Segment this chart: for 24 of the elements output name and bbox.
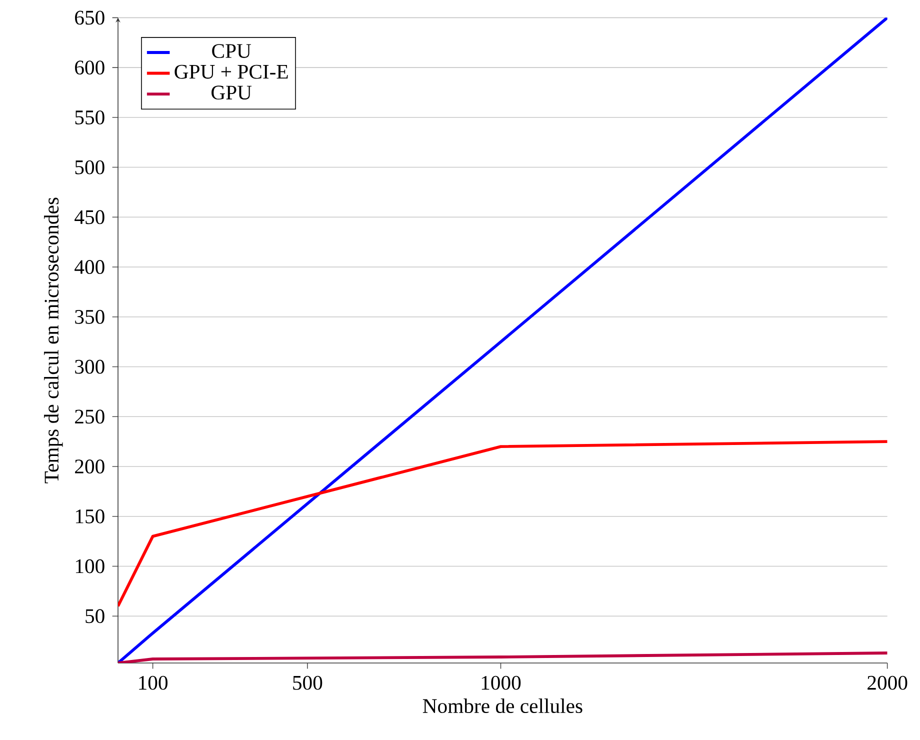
x-tick-label: 100	[139, 676, 168, 690]
line-series	[118, 18, 888, 663]
y-tick-label: 650	[75, 10, 104, 25]
x-tick-label: 2000	[868, 676, 908, 690]
y-tick-label: 150	[76, 509, 104, 524]
y-axis-title: Temps de calcul en microsecondes	[44, 198, 63, 484]
legend-label: GPU + PCI-E	[174, 64, 288, 79]
y-tick-label: 500	[75, 160, 104, 174]
y-tick-label: 400	[74, 260, 104, 274]
y-tick-label: 200	[75, 460, 104, 474]
x-tick-label: 1000	[482, 676, 521, 690]
y-tick-label: 250	[75, 410, 104, 424]
y-tick-label: 550	[75, 110, 104, 124]
line-series	[118, 440, 888, 608]
y-tick-label: 600	[75, 60, 104, 75]
legend-label: CPU	[212, 44, 252, 58]
y-tick-label: 100	[76, 559, 104, 574]
x-tick-label: 500	[293, 676, 322, 690]
x-axis-title: Nombre de cellules	[422, 698, 582, 714]
y-tick-label: 300	[75, 360, 104, 374]
y-tick-label: 450	[74, 210, 104, 224]
legend-label: GPU	[212, 86, 252, 100]
y-tick-label: 50	[86, 609, 104, 624]
y-tick-label: 350	[75, 310, 104, 324]
